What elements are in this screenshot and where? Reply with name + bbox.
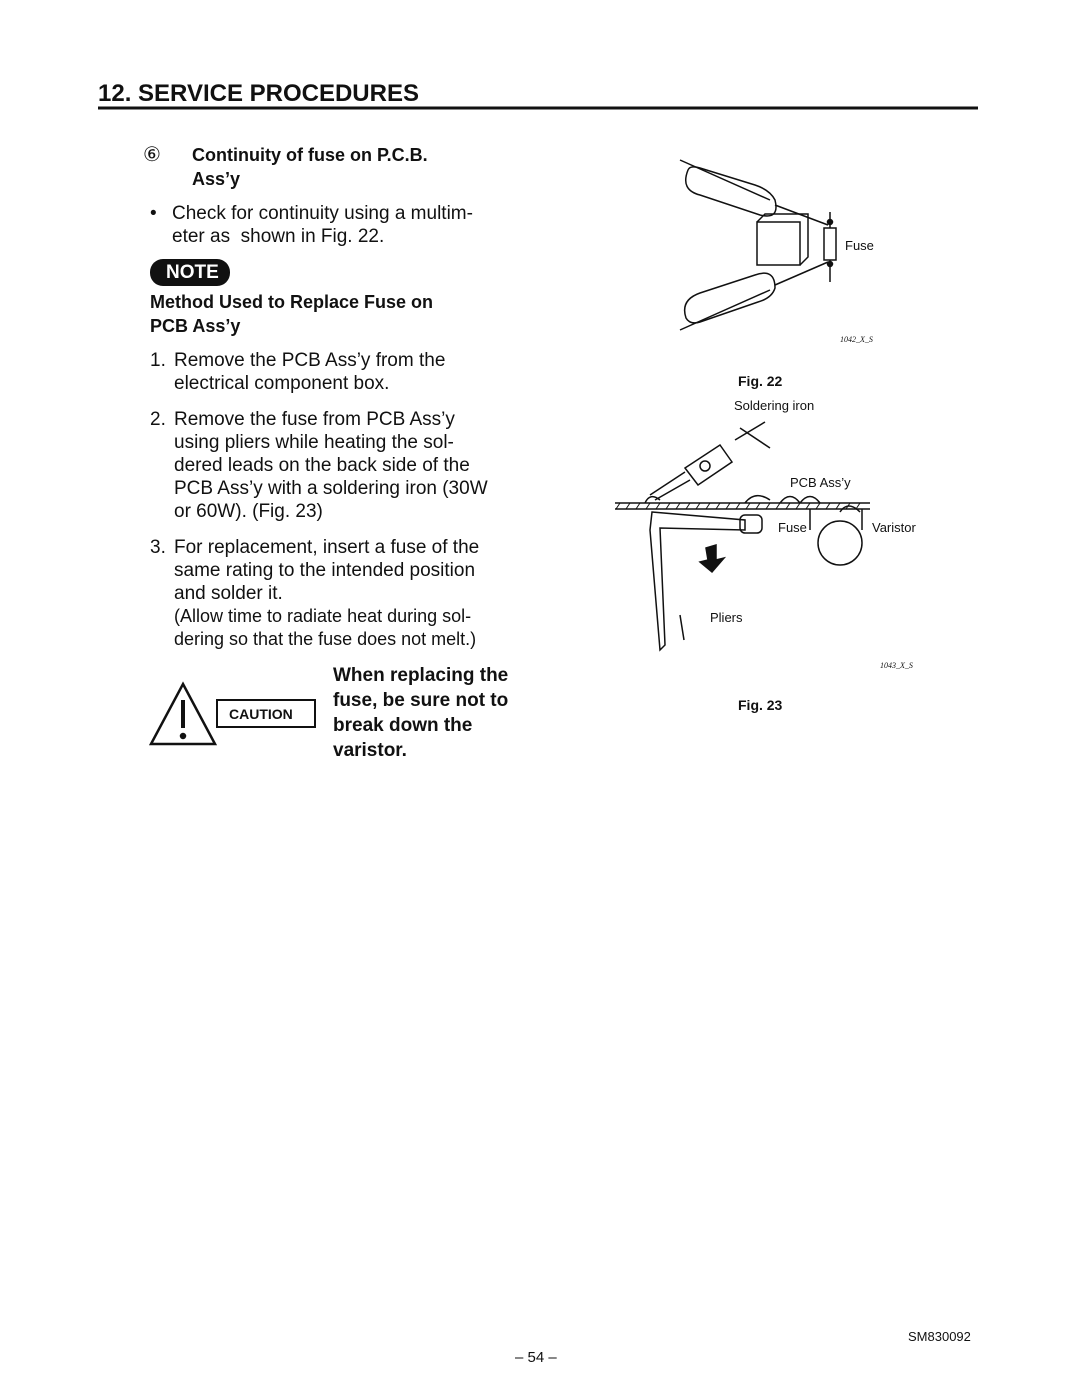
- figure-code: 1042_X_S: [840, 335, 873, 344]
- note-title: Method Used to Replace Fuse on: [150, 292, 434, 312]
- page-number: – 54 –: [515, 1349, 557, 1366]
- page-title: 12. SERVICE PROCEDURES: [98, 80, 419, 107]
- remark: (Allow time to radiate heat during sol-: [174, 606, 472, 626]
- caution-text: When replacing the: [333, 665, 509, 686]
- caution-text: varistor.: [333, 740, 407, 761]
- figure-label: Fuse: [845, 238, 874, 253]
- bullet-text: eter as shown in Fig. 22.: [172, 226, 385, 247]
- step-text: For replacement, insert a fuse of the: [174, 537, 480, 558]
- figure-label: Soldering iron: [734, 398, 815, 413]
- section-number: ⑥: [143, 144, 161, 166]
- step-text: or 60W). (Fig. 23): [174, 501, 323, 522]
- caution-badge: CAUTION: [229, 706, 293, 722]
- step-text: electrical component box.: [174, 373, 390, 394]
- fig23-drawing: [615, 421, 870, 652]
- section-title: Ass’y: [192, 169, 241, 189]
- section-title: Continuity of fuse on P.C.B.: [192, 145, 428, 165]
- caution-dot: [179, 732, 187, 740]
- figure-label: PCB Ass’y: [790, 475, 851, 490]
- step-text: using pliers while heating the sol-: [174, 432, 454, 453]
- caution-text: break down the: [333, 715, 473, 736]
- note-badge: NOTE: [166, 262, 219, 283]
- fig22-drawing: [679, 159, 837, 331]
- step-number: 2.: [150, 409, 166, 430]
- step-text: Remove the PCB Ass’y from the: [174, 350, 446, 371]
- caution-text: fuse, be sure not to: [333, 690, 509, 711]
- remark: dering so that the fuse does not melt.): [174, 629, 477, 649]
- bullet: •: [150, 203, 157, 224]
- note-badge-bg: [150, 259, 230, 286]
- figure-caption: Fig. 23: [738, 697, 783, 713]
- step-number: 1.: [150, 350, 166, 371]
- step-text: same rating to the intended position: [174, 560, 476, 581]
- figure-label: Varistor: [872, 520, 916, 535]
- document-code: SM830092: [908, 1329, 971, 1344]
- caution-triangle: [148, 681, 218, 746]
- step-number: 3.: [150, 537, 166, 558]
- bullet-text: Check for continuity using a multim-: [172, 203, 473, 224]
- figure-label: Pliers: [710, 610, 743, 625]
- figure-caption: Fig. 22: [738, 373, 783, 389]
- caution-box: [216, 699, 316, 728]
- figure-code: 1043_X_S: [880, 661, 913, 670]
- figure-label: Fuse: [778, 520, 807, 535]
- note-title: PCB Ass’y: [150, 316, 241, 336]
- step-text: Remove the fuse from PCB Ass’y: [174, 409, 455, 430]
- step-text: and solder it.: [174, 583, 283, 604]
- step-text: PCB Ass’y with a soldering iron (30W: [174, 478, 488, 499]
- step-text: dered leads on the back side of the: [174, 455, 470, 476]
